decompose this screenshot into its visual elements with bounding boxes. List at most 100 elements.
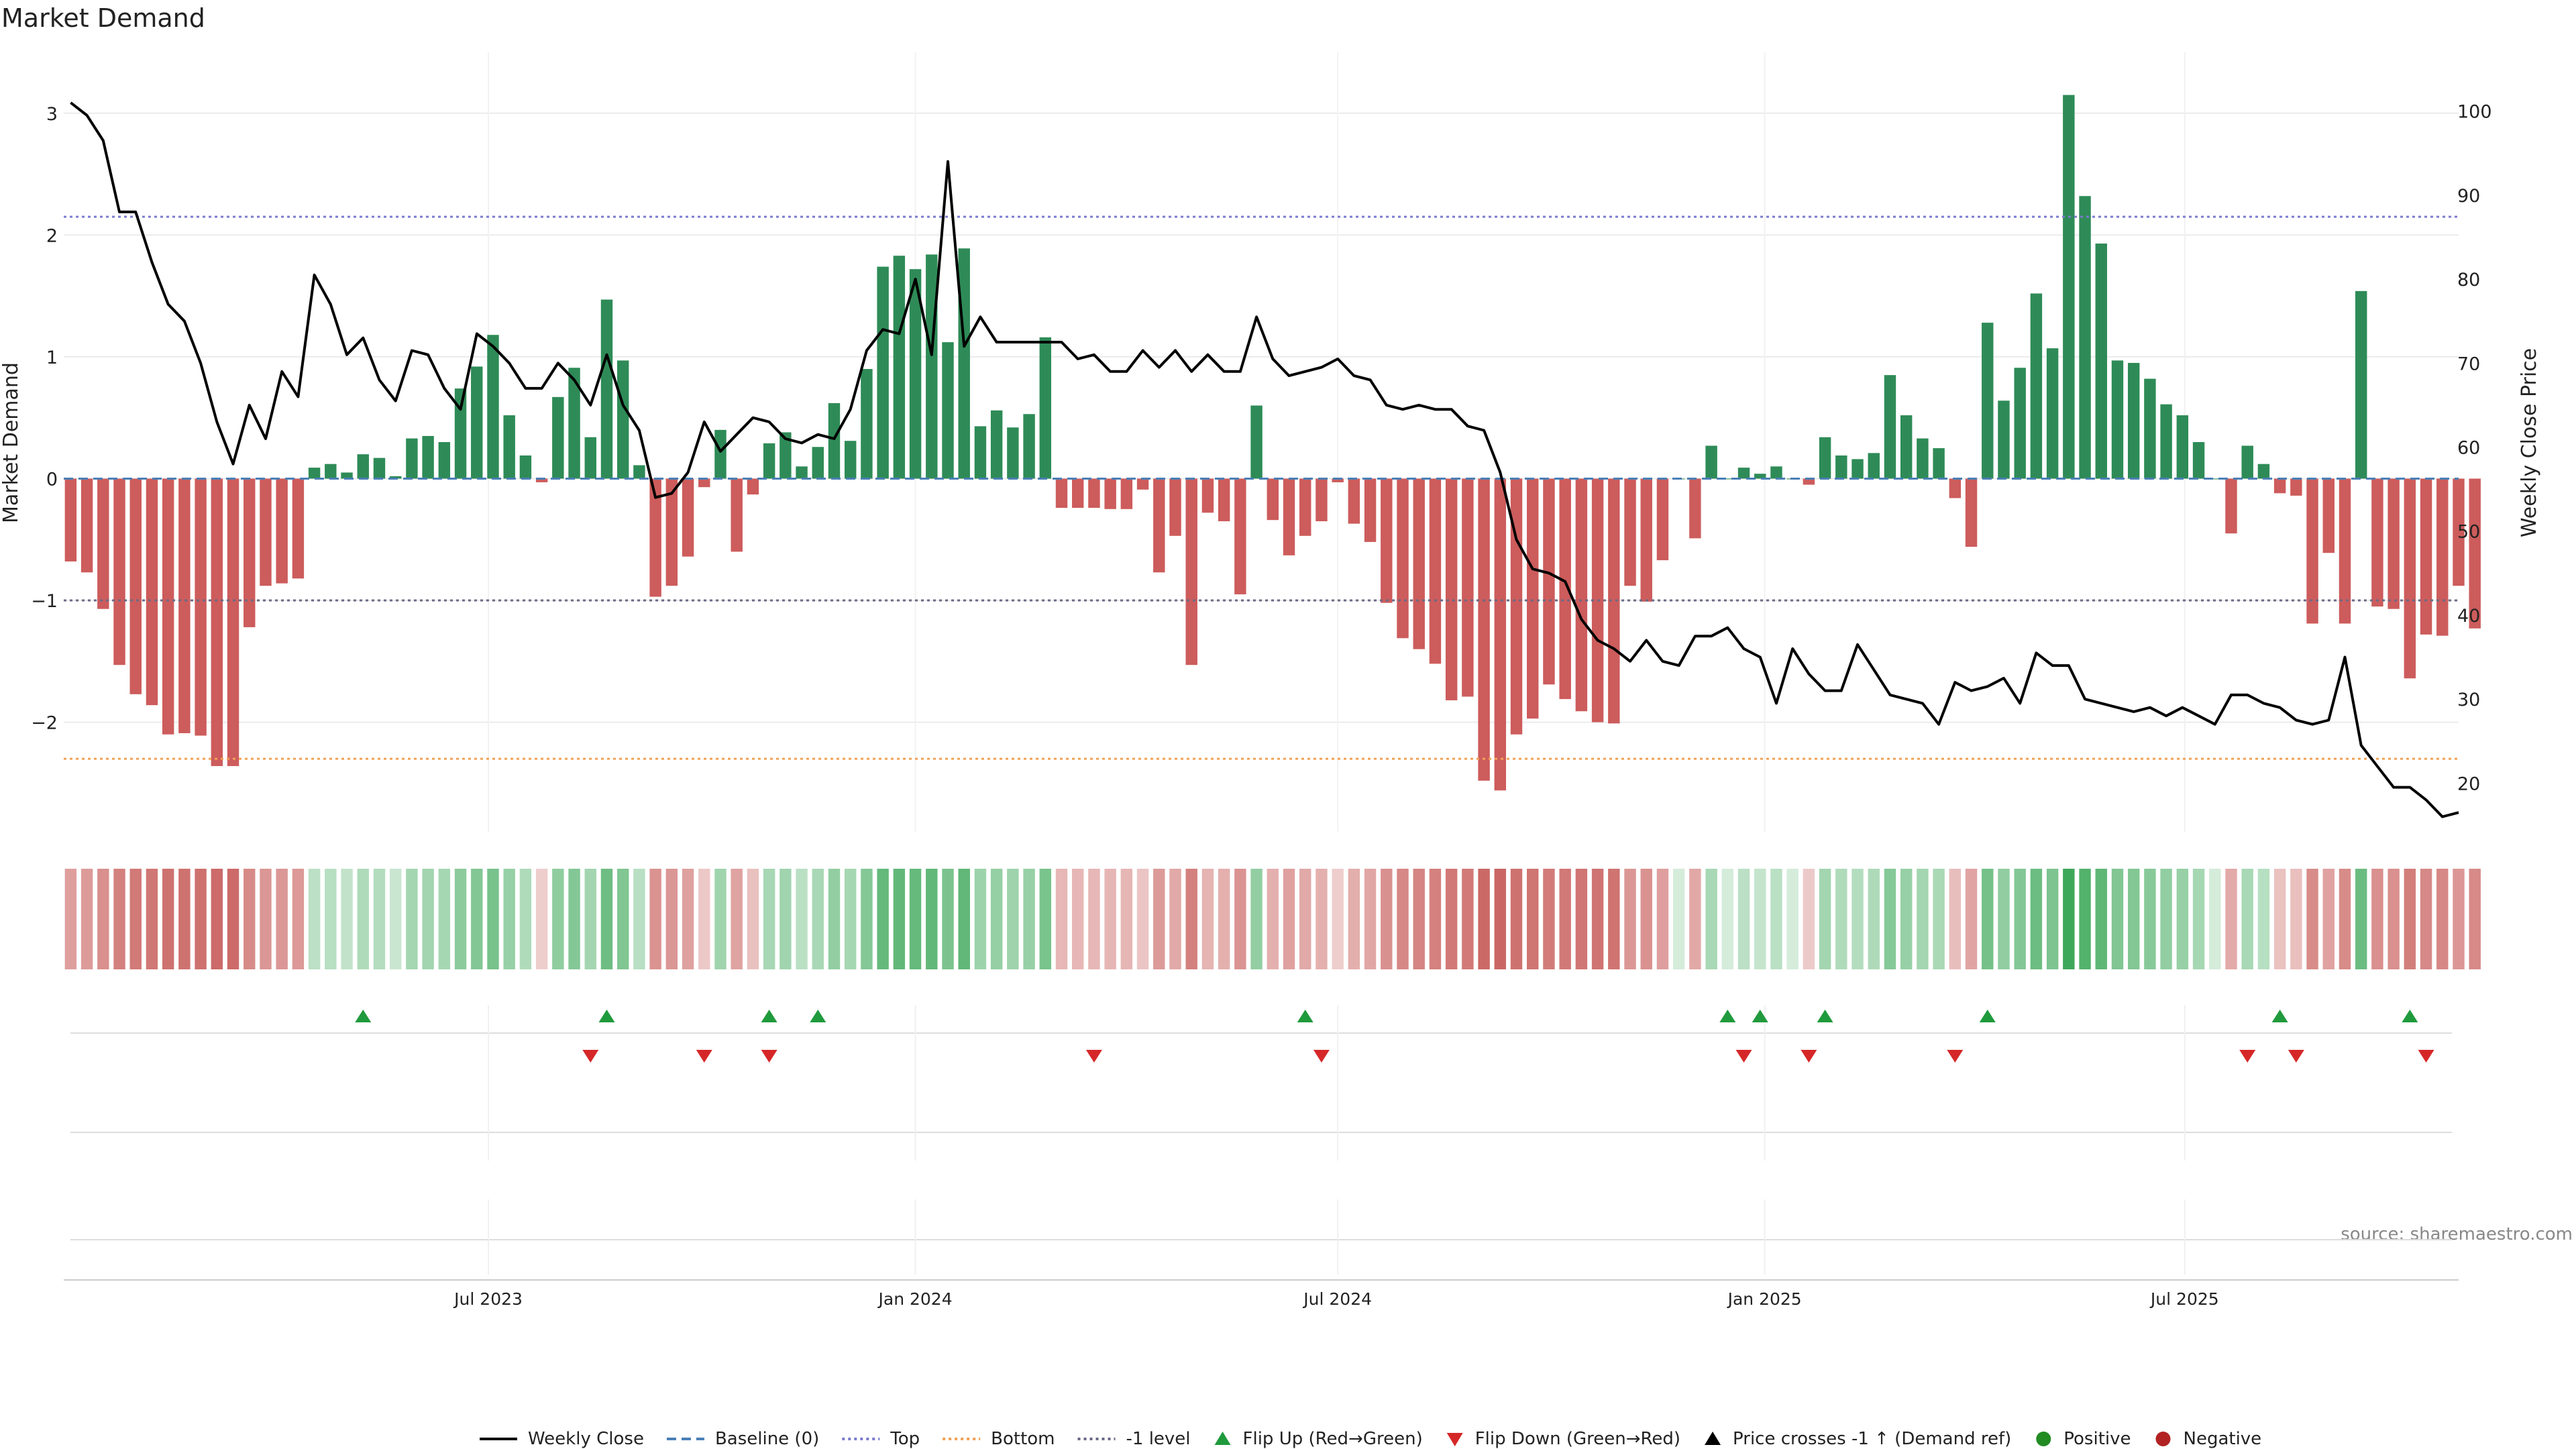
- demand-bar: [958, 248, 970, 479]
- demand-strip-cell: [1104, 869, 1116, 969]
- demand-strip-cell: [1721, 869, 1734, 969]
- demand-strip-cell: [276, 869, 288, 969]
- demand-bar: [2469, 478, 2481, 629]
- demand-bar: [438, 442, 451, 479]
- demand-bar: [406, 438, 418, 479]
- demand-strip-cell: [2063, 869, 2075, 969]
- demand-bar: [1705, 445, 1717, 479]
- demand-strip-cell: [1982, 869, 1994, 969]
- demand-strip-cell: [1543, 869, 1555, 969]
- legend-label: Top: [890, 1429, 920, 1449]
- demand-strip-cell: [1007, 869, 1019, 969]
- demand-strip-cell: [308, 869, 321, 969]
- demand-strip-cell: [1169, 869, 1181, 969]
- demand-bar: [113, 478, 125, 665]
- demand-strip-cell: [244, 869, 256, 969]
- demand-bar: [325, 464, 337, 479]
- demand-bar: [796, 466, 808, 479]
- demand-bar: [926, 254, 938, 479]
- demand-strip-cell: [1462, 869, 1474, 969]
- demand-strip-cell: [64, 869, 77, 969]
- demand-strip-cell: [1591, 869, 1604, 969]
- demand-strip-cell: [828, 869, 841, 969]
- demand-bar: [1770, 466, 1782, 479]
- demand-bar: [1413, 478, 1425, 649]
- demand-strip-cell: [2420, 869, 2432, 969]
- demand-bar: [2046, 348, 2059, 479]
- demand-bar: [2322, 478, 2334, 553]
- demand-strip-cell: [552, 869, 564, 969]
- demand-bar: [616, 360, 629, 479]
- x-tick-label: Jan 2025: [1727, 1289, 1802, 1309]
- demand-strip-cell: [1835, 869, 1847, 969]
- demand-bar: [1007, 427, 1019, 479]
- demand-bar: [828, 402, 841, 479]
- demand-bar: [1851, 459, 1864, 479]
- demand-strip-cell: [211, 869, 223, 969]
- demand-strip-cell: [503, 869, 515, 969]
- demand-bar: [2192, 442, 2205, 479]
- demand-strip-cell: [129, 869, 142, 969]
- demand-strip-cell: [877, 869, 889, 969]
- y-tick-label: 2: [46, 225, 58, 246]
- demand-bar: [1169, 478, 1181, 536]
- demand-bar: [714, 429, 727, 479]
- demand-bar: [1575, 478, 1588, 712]
- demand-bar: [2355, 290, 2367, 479]
- legend-swatch-negative: [2155, 1432, 2171, 1446]
- demand-bar: [1348, 478, 1360, 524]
- demand-strip-cell: [195, 869, 207, 969]
- demand-bar: [600, 299, 613, 479]
- demand-strip-cell: [1819, 869, 1831, 969]
- flip-down-marker: [1085, 1050, 1102, 1063]
- demand-strip-cell: [1575, 869, 1588, 969]
- demand-bar: [1364, 478, 1377, 542]
- demand-strip-cell: [1527, 869, 1539, 969]
- demand-bar: [211, 478, 223, 766]
- demand-bar: [2436, 478, 2449, 636]
- demand-strip-cell: [2160, 869, 2172, 969]
- flip-up-marker: [1817, 1010, 1833, 1022]
- legend-label: Baseline (0): [715, 1429, 819, 1449]
- demand-bar: [942, 342, 954, 479]
- demand-strip-cell: [780, 869, 792, 969]
- demand-strip-cell: [1364, 869, 1377, 969]
- chart-title: Market Demand: [1, 3, 205, 33]
- demand-bar: [227, 478, 239, 766]
- demand-strip-cell: [844, 869, 857, 969]
- demand-strip-cell: [1803, 869, 1815, 969]
- demand-strip-cell: [1559, 869, 1571, 969]
- demand-bar: [2160, 404, 2172, 479]
- demand-bar: [1982, 323, 1994, 479]
- demand-bar: [357, 454, 369, 479]
- demand-strip-cell: [1900, 869, 1913, 969]
- flip-up-marker: [1719, 1010, 1736, 1022]
- flip-down-marker: [1801, 1050, 1817, 1063]
- flip-down-marker: [2288, 1050, 2304, 1063]
- demand-strip-cell: [893, 869, 906, 969]
- demand-bar: [1819, 437, 1831, 479]
- demand-bar: [1998, 400, 2010, 479]
- demand-strip-cell: [1413, 869, 1425, 969]
- demand-strip-cell: [438, 869, 451, 969]
- demand-bar: [1608, 478, 1620, 724]
- demand-strip-cell: [162, 869, 174, 969]
- demand-strip-cell: [649, 869, 661, 969]
- demand-strip-cell: [389, 869, 402, 969]
- demand-bar: [1023, 414, 1035, 479]
- demand-bar: [373, 458, 386, 479]
- demand-bar: [1689, 478, 1701, 539]
- demand-bar: [389, 476, 402, 479]
- demand-bar: [195, 478, 207, 736]
- flip-up-marker: [2271, 1010, 2288, 1022]
- demand-strip-cell: [1754, 869, 1766, 969]
- demand-strip-cell: [1705, 869, 1717, 969]
- demand-bar: [1185, 478, 1197, 665]
- demand-strip-cell: [2241, 869, 2253, 969]
- demand-strip-cell: [958, 869, 970, 969]
- demand-strip-cell: [2079, 869, 2091, 969]
- x-tick-label: Jan 2024: [877, 1289, 953, 1309]
- demand-strip-cell: [535, 869, 548, 969]
- price-series-line: [70, 101, 2459, 818]
- legend-label: Bottom: [991, 1429, 1055, 1449]
